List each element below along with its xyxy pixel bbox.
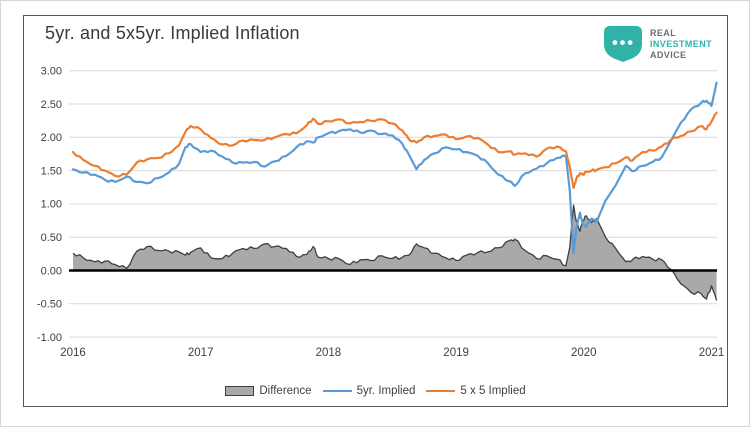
legend-label-5yr-implied: 5yr. Implied <box>356 385 416 397</box>
svg-text:2.50: 2.50 <box>41 99 62 111</box>
legend-item-5x5-implied: 5 x 5 Implied <box>426 385 526 397</box>
svg-text:3.00: 3.00 <box>41 66 62 78</box>
difference-area <box>72 204 718 301</box>
svg-text:2018: 2018 <box>316 347 342 359</box>
y-axis-labels: 3.00 2.50 2.00 1.50 1.00 0.50 0.00 -0.50 -1.00 <box>37 66 62 344</box>
legend-swatch-5x5-implied <box>426 389 456 393</box>
svg-text:2020: 2020 <box>571 347 597 359</box>
svg-text:2021: 2021 <box>699 347 725 359</box>
legend-swatch-difference <box>225 386 255 396</box>
svg-text:1.50: 1.50 <box>41 165 62 177</box>
legend-label-5x5-implied: 5 x 5 Implied <box>460 385 526 397</box>
legend-label-difference: Difference <box>259 385 312 397</box>
svg-text:2016: 2016 <box>60 347 86 359</box>
svg-text:-1.00: -1.00 <box>37 332 62 344</box>
logo-wordmark: REAL INVESTMENT ADVICE <box>650 28 712 61</box>
logo-line-investment: INVESTMENT <box>650 38 713 49</box>
logo-line-real: REAL <box>650 27 677 38</box>
svg-text:2.00: 2.00 <box>41 132 62 144</box>
series-5yr-implied-line <box>71 81 718 255</box>
svg-text:0.00: 0.00 <box>41 265 62 277</box>
shield-icon <box>604 25 642 63</box>
svg-text:0.50: 0.50 <box>41 232 62 244</box>
chart-title: 5yr. and 5x5yr. Implied Inflation <box>45 23 300 43</box>
legend-item-difference: Difference <box>225 385 312 397</box>
gridlines <box>69 70 717 338</box>
series-5x5-implied-line <box>71 111 718 189</box>
svg-text:2017: 2017 <box>188 347 214 359</box>
logo-line-advice: ADVICE <box>650 49 687 60</box>
svg-text:2019: 2019 <box>443 347 469 359</box>
legend: Difference 5yr. Implied 5 x 5 Implied <box>23 385 728 397</box>
svg-text:1.00: 1.00 <box>41 199 62 211</box>
svg-text:-0.50: -0.50 <box>37 299 62 311</box>
legend-item-5yr-implied: 5yr. Implied <box>322 385 416 397</box>
legend-swatch-5yr-implied <box>322 389 352 393</box>
real-investment-advice-logo: REAL INVESTMENT ADVICE <box>603 25 712 63</box>
chart-frame <box>23 15 728 407</box>
x-axis-labels: 2016 2017 2018 2019 2020 2021 <box>60 347 724 359</box>
